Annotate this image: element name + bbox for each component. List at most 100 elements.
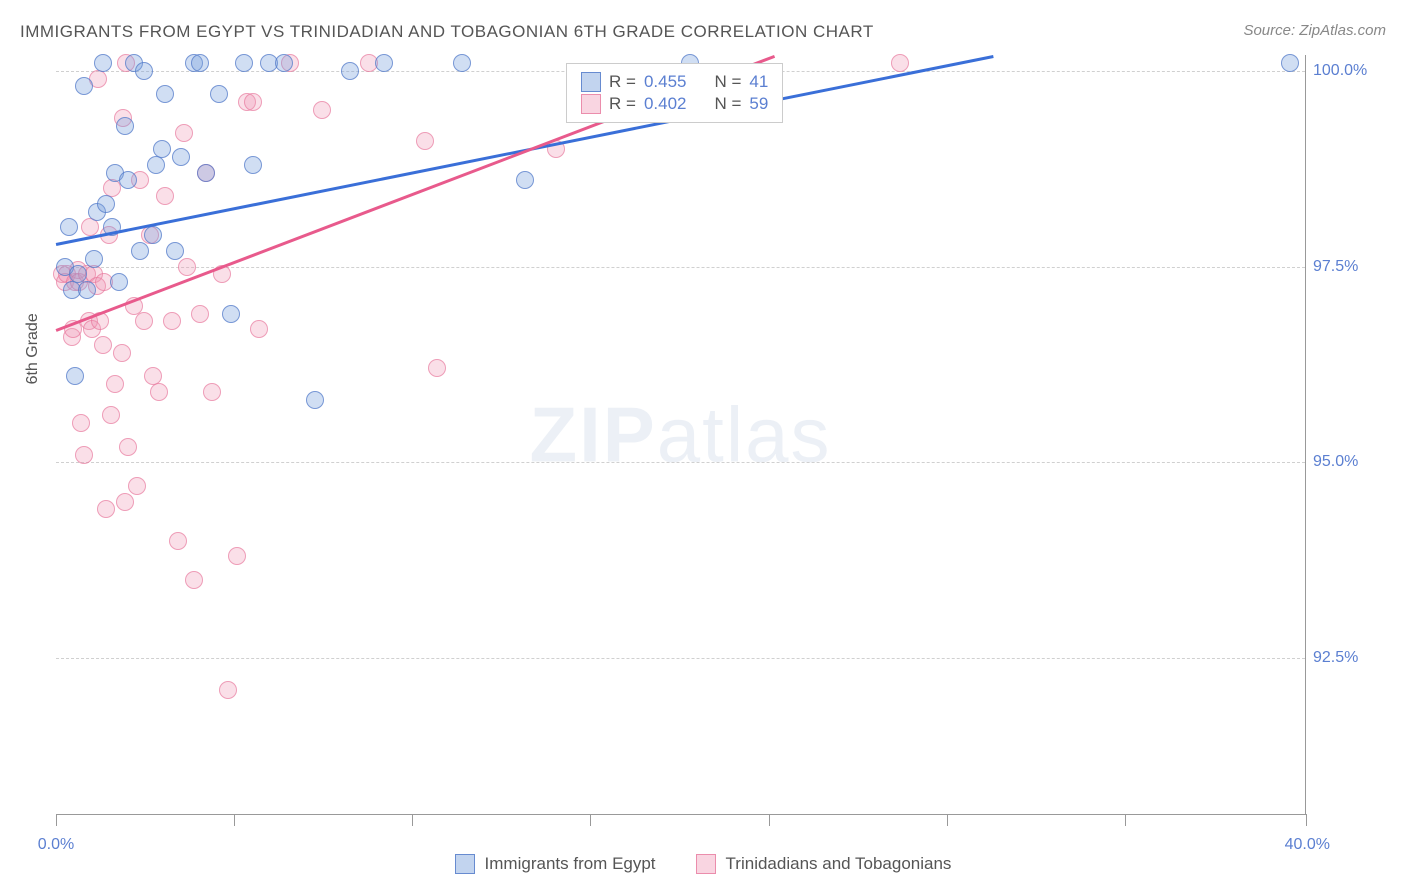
legend-n-value: 41 [749, 72, 768, 92]
legend-r-value: 0.402 [644, 94, 687, 114]
data-point [156, 85, 174, 103]
data-point [1281, 54, 1299, 72]
data-point [219, 681, 237, 699]
x-tick [234, 814, 235, 826]
data-point [85, 250, 103, 268]
plot-area: ZIPatlas 92.5%95.0%97.5%100.0%0.0%40.0%R… [56, 55, 1306, 815]
data-point [275, 54, 293, 72]
gridline [56, 462, 1305, 463]
data-point [78, 281, 96, 299]
data-point [75, 77, 93, 95]
data-point [516, 171, 534, 189]
legend-swatch-pink [696, 854, 716, 874]
data-point [175, 124, 193, 142]
y-axis-label: 6th Grade [24, 313, 42, 384]
data-point [106, 375, 124, 393]
data-point [153, 140, 171, 158]
watermark-atlas: atlas [657, 390, 832, 478]
y-tick-label: 95.0% [1313, 453, 1383, 471]
data-point [313, 101, 331, 119]
data-point [119, 171, 137, 189]
data-point [66, 367, 84, 385]
legend-row: R = 0.402 N = 59 [581, 94, 768, 114]
y-tick-label: 97.5% [1313, 258, 1383, 276]
data-point [416, 132, 434, 150]
data-point [453, 54, 471, 72]
watermark-zip: ZIP [529, 390, 656, 478]
legend-r-label: R = [609, 72, 636, 92]
data-point [150, 383, 168, 401]
data-point [135, 62, 153, 80]
data-point [72, 414, 90, 432]
data-point [116, 493, 134, 511]
y-tick-label: 100.0% [1313, 62, 1383, 80]
legend-swatch [581, 94, 601, 114]
data-point [163, 312, 181, 330]
legend-row: R = 0.455 N = 41 [581, 72, 768, 92]
data-point [222, 305, 240, 323]
legend-r-label: R = [609, 94, 636, 114]
data-point [166, 242, 184, 260]
data-point [244, 156, 262, 174]
x-tick [947, 814, 948, 826]
gridline [56, 658, 1305, 659]
gridline [56, 267, 1305, 268]
legend-label-blue: Immigrants from Egypt [485, 854, 656, 874]
data-point [156, 187, 174, 205]
data-point [250, 320, 268, 338]
data-point [235, 54, 253, 72]
data-point [169, 532, 187, 550]
bottom-legend: Immigrants from Egypt Trinidadians and T… [0, 854, 1406, 874]
data-point [147, 156, 165, 174]
data-point [244, 93, 262, 111]
data-point [203, 383, 221, 401]
legend-item-pink: Trinidadians and Tobagonians [696, 854, 952, 874]
data-point [119, 438, 137, 456]
chart-title: IMMIGRANTS FROM EGYPT VS TRINIDADIAN AND… [20, 22, 874, 42]
data-point [94, 54, 112, 72]
data-point [144, 226, 162, 244]
data-point [116, 117, 134, 135]
x-tick [412, 814, 413, 826]
x-tick [1125, 814, 1126, 826]
data-point [97, 195, 115, 213]
legend-swatch [581, 72, 601, 92]
legend-n-value: 59 [749, 94, 768, 114]
data-point [97, 500, 115, 518]
data-point [75, 446, 93, 464]
legend-n-label: N = [714, 94, 741, 114]
data-point [306, 391, 324, 409]
data-point [185, 571, 203, 589]
source-attribution: Source: ZipAtlas.com [1243, 22, 1386, 39]
data-point [110, 273, 128, 291]
data-point [210, 85, 228, 103]
x-tick [590, 814, 591, 826]
data-point [131, 242, 149, 260]
legend-label-pink: Trinidadians and Tobagonians [726, 854, 952, 874]
watermark: ZIPatlas [529, 389, 831, 480]
correlation-legend: R = 0.455 N = 41 R = 0.402 N = 59 [566, 63, 783, 123]
legend-swatch-blue [455, 854, 475, 874]
data-point [191, 54, 209, 72]
data-point [228, 547, 246, 565]
data-point [341, 62, 359, 80]
data-point [113, 344, 131, 362]
legend-item-blue: Immigrants from Egypt [455, 854, 656, 874]
x-tick [769, 814, 770, 826]
data-point [375, 54, 393, 72]
data-point [102, 406, 120, 424]
legend-r-value: 0.455 [644, 72, 687, 92]
legend-n-label: N = [714, 72, 741, 92]
x-tick [56, 814, 57, 826]
x-tick-label-min: 0.0% [38, 836, 74, 854]
data-point [172, 148, 190, 166]
data-point [94, 336, 112, 354]
data-point [197, 164, 215, 182]
data-point [135, 312, 153, 330]
y-tick-label: 92.5% [1313, 649, 1383, 667]
data-point [60, 218, 78, 236]
data-point [891, 54, 909, 72]
data-point [191, 305, 209, 323]
x-tick-label-max: 40.0% [1285, 836, 1330, 854]
data-point [128, 477, 146, 495]
